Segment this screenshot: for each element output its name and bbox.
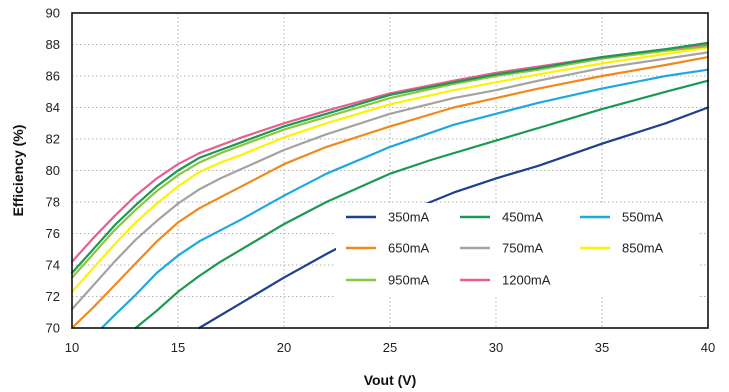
y-tick-label: 80 xyxy=(46,163,60,178)
legend: 350mA 450mA 550mA 650mA 750mA 850mA 950mA 1200m… xyxy=(346,210,664,288)
y-tick-label: 74 xyxy=(46,258,60,273)
y-axis-title: Efficiency (%) xyxy=(10,125,26,217)
legend-label-550mA: 550mA xyxy=(622,210,664,225)
series-line-950mA xyxy=(70,45,710,279)
y-tick-label: 90 xyxy=(46,6,60,21)
legend-label-350mA: 350mA xyxy=(388,210,430,225)
series-lines xyxy=(70,41,710,330)
series-line-unlabeled xyxy=(70,41,710,274)
x-tick-label: 10 xyxy=(65,340,79,355)
series-line-450mA xyxy=(134,79,710,330)
x-tick-labels: 10 15 20 25 30 35 40 xyxy=(65,340,715,355)
y-tick-label: 78 xyxy=(46,195,60,210)
series-line-850mA xyxy=(70,46,710,293)
y-tick-label: 82 xyxy=(46,132,60,147)
legend-background xyxy=(336,203,698,297)
legend-label-450mA: 450mA xyxy=(502,210,544,225)
series-line-550mA xyxy=(100,68,710,330)
series-line-650mA xyxy=(70,56,710,330)
x-tick-label: 20 xyxy=(277,340,291,355)
legend-label-1200mA: 1200mA xyxy=(502,273,551,288)
x-tick-label: 30 xyxy=(489,340,503,355)
x-axis-title: Vout (V) xyxy=(364,372,417,388)
legend-label-950mA: 950mA xyxy=(388,273,430,288)
plot-border xyxy=(71,12,709,329)
series-line-1200mA xyxy=(70,43,710,263)
x-tick-label: 15 xyxy=(171,340,185,355)
y-tick-label: 72 xyxy=(46,289,60,304)
y-tick-label: 84 xyxy=(46,100,60,115)
y-tick-labels: 70 72 74 76 78 80 82 84 86 88 90 xyxy=(46,6,60,336)
x-tick-label: 25 xyxy=(383,340,397,355)
x-tick-label: 35 xyxy=(595,340,609,355)
x-tick-label: 40 xyxy=(701,340,715,355)
y-tick-label: 76 xyxy=(46,226,60,241)
legend-label-650mA: 650mA xyxy=(388,241,430,256)
y-tick-label: 86 xyxy=(46,69,60,84)
y-tick-label: 70 xyxy=(46,321,60,336)
y-tick-label: 88 xyxy=(46,37,60,52)
legend-label-850mA: 850mA xyxy=(622,241,664,256)
series-line-350mA xyxy=(198,106,710,330)
legend-label-750mA: 750mA xyxy=(502,241,544,256)
series-line-750mA xyxy=(70,51,710,311)
